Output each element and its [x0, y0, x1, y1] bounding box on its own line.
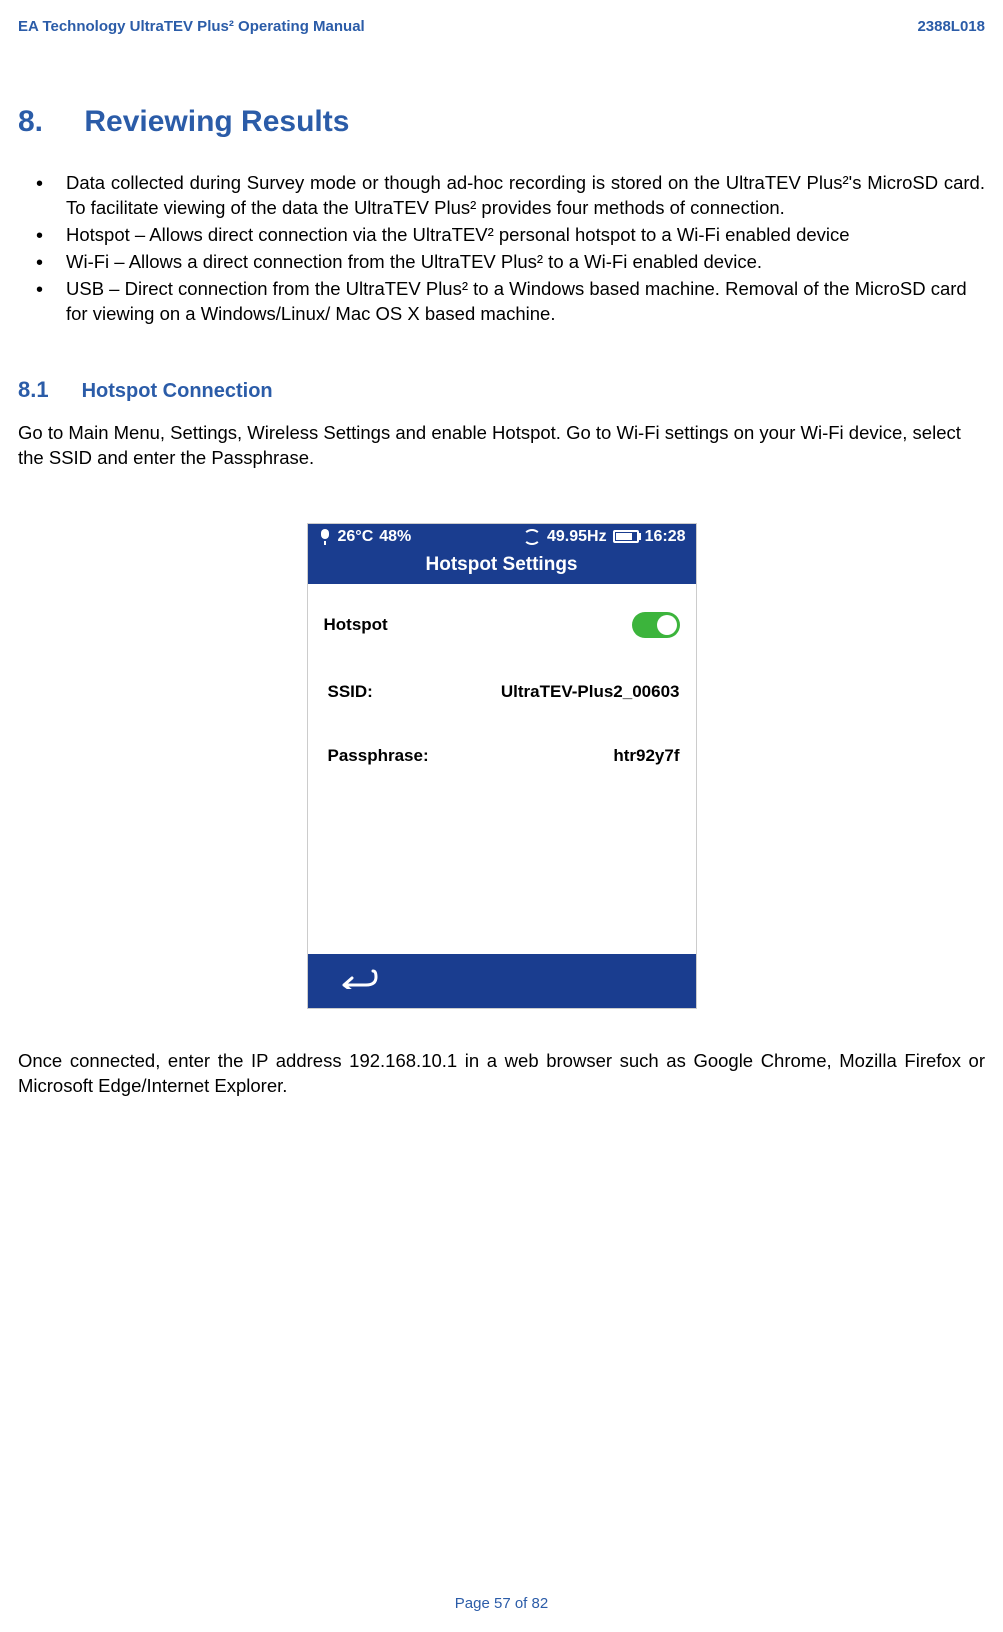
passphrase-row: Passphrase: htr92y7f — [308, 702, 696, 766]
status-time: 16:28 — [645, 528, 686, 546]
bullet-item: Data collected during Survey mode or tho… — [66, 171, 985, 221]
screen-footer — [308, 954, 696, 1008]
mic-icon — [318, 529, 332, 545]
status-freq: 49.95Hz — [547, 528, 607, 546]
page-header: EA Technology UltraTEV Plus² Operating M… — [18, 18, 985, 35]
bullet-item: Wi-Fi – Allows a direct connection from … — [66, 250, 985, 275]
subsection-number: 8.1 — [18, 377, 76, 403]
bullet-item: USB – Direct connection from the UltraTE… — [66, 277, 985, 327]
subsection-heading: 8.1 Hotspot Connection — [18, 377, 985, 403]
outro-paragraph: Once connected, enter the IP address 192… — [18, 1049, 985, 1099]
status-bar: 26°C 48% 49.95Hz 16:28 — [308, 524, 696, 550]
screen-title: Hotspot Settings — [308, 550, 696, 584]
hotspot-label: Hotspot — [324, 615, 388, 635]
page-number: Page 57 of 82 — [0, 1595, 1003, 1612]
ssid-row: SSID: UltraTEV-Plus2_00603 — [308, 646, 696, 702]
header-doc-number: 2388L018 — [917, 18, 985, 35]
header-title: EA Technology UltraTEV Plus² Operating M… — [18, 18, 365, 35]
section-title-text: Reviewing Results — [84, 105, 349, 138]
status-percent: 48% — [379, 528, 411, 546]
bullet-list: Data collected during Survey mode or tho… — [18, 171, 985, 327]
device-screenshot: 26°C 48% 49.95Hz 16:28 Hotspot Settings … — [307, 523, 697, 1009]
ssid-label: SSID: — [328, 682, 373, 702]
screen-body: Hotspot SSID: UltraTEV-Plus2_00603 Passp… — [308, 584, 696, 954]
section-number: 8. — [18, 105, 76, 139]
ssid-value: UltraTEV-Plus2_00603 — [501, 682, 680, 702]
battery-icon — [613, 530, 639, 543]
intro-paragraph: Go to Main Menu, Settings, Wireless Sett… — [18, 421, 985, 471]
bullet-item: Hotspot – Allows direct connection via t… — [66, 223, 985, 248]
hotspot-toggle[interactable] — [632, 612, 680, 638]
back-arrow-icon[interactable] — [338, 967, 378, 994]
passphrase-label: Passphrase: — [328, 746, 429, 766]
status-temp: 26°C — [338, 528, 374, 546]
passphrase-value: htr92y7f — [613, 746, 679, 766]
section-heading: 8. Reviewing Results — [18, 105, 985, 139]
subsection-title-text: Hotspot Connection — [82, 380, 273, 402]
sync-icon — [523, 529, 541, 545]
hotspot-toggle-row: Hotspot — [308, 584, 696, 646]
